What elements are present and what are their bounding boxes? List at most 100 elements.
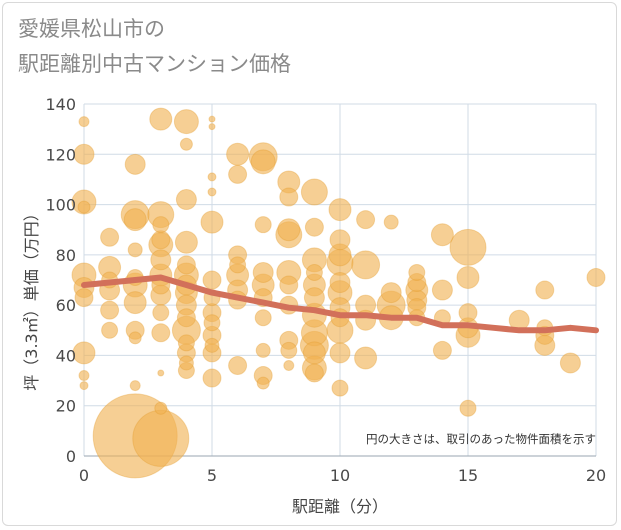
data-bubble [78, 116, 90, 128]
data-bubble [152, 304, 170, 322]
data-bubble [72, 341, 96, 365]
data-bubble [383, 214, 399, 230]
data-bubble [177, 334, 195, 352]
data-bubble [100, 300, 120, 320]
data-bubble [331, 379, 349, 397]
data-bubble [175, 189, 197, 211]
data-bubble [328, 198, 352, 222]
data-bubble [256, 376, 270, 390]
data-bubble [431, 279, 453, 301]
data-bubble [303, 287, 325, 309]
data-bubble [305, 263, 323, 281]
data-bubble [252, 261, 274, 283]
chart-title-line-1: 愛媛県松山市の [18, 17, 165, 41]
data-bubble [586, 267, 606, 287]
data-bubble [559, 352, 581, 374]
data-bubble [380, 282, 402, 304]
chart-title-line-2: 駅距離別中古マンション価格 [18, 52, 291, 76]
data-bubble [124, 153, 146, 175]
y-tick-label: 40 [56, 346, 76, 365]
bubble-series [71, 107, 606, 479]
y-tick-label: 0 [66, 447, 76, 466]
data-bubble [329, 229, 351, 251]
axis-ticks: 0 20 40 60 80 100 120 140 0 5 10 15 20 [45, 95, 606, 485]
y-tick-label: 60 [56, 296, 76, 315]
data-bubble [79, 381, 89, 391]
data-bubble [254, 216, 272, 234]
y-tick-label: 80 [56, 246, 76, 265]
trend-line [81, 274, 599, 334]
data-bubble [279, 275, 299, 295]
data-bubble [449, 228, 487, 266]
data-bubble [176, 308, 196, 328]
data-bubble [100, 227, 120, 247]
data-bubble [354, 346, 378, 370]
bubble-size-note: 円の大きさは、取引のあった物件面積を示す [366, 432, 596, 446]
x-axis-label: 駅距離（分） [292, 497, 388, 516]
data-bubble [280, 341, 298, 359]
data-bubble [356, 210, 376, 230]
data-bubble [228, 355, 248, 375]
data-bubble [458, 303, 478, 323]
data-bubble [154, 401, 168, 415]
data-bubble [351, 250, 381, 280]
data-bubble [456, 265, 480, 289]
data-bubble [78, 370, 90, 382]
data-bubble [176, 255, 196, 275]
data-bubble [408, 263, 426, 281]
data-bubble [200, 210, 224, 234]
x-tick-label: 10 [330, 466, 350, 485]
data-bubble [123, 208, 147, 232]
data-bubble [178, 355, 194, 371]
data-bubble [228, 164, 248, 184]
data-bubble [123, 291, 147, 315]
data-bubble [329, 342, 351, 364]
x-tick-label: 5 [207, 466, 217, 485]
data-bubble [279, 187, 299, 207]
x-tick-label: 0 [79, 466, 89, 485]
data-bubble [149, 107, 173, 131]
data-bubble [204, 337, 220, 353]
data-bubble [283, 359, 295, 371]
data-bubble [208, 123, 216, 131]
data-bubble [300, 178, 328, 206]
data-bubble [254, 309, 272, 327]
data-bubble [430, 223, 454, 247]
y-tick-label: 140 [45, 95, 76, 114]
data-bubble [207, 187, 217, 197]
data-bubble [173, 109, 199, 135]
data-bubble [150, 249, 172, 271]
data-bubble [129, 380, 141, 392]
y-tick-label: 20 [56, 397, 76, 416]
data-bubble [202, 368, 222, 388]
data-bubble [77, 200, 91, 214]
data-bubble [459, 399, 477, 417]
data-bubble [304, 363, 324, 383]
data-bubble [208, 115, 216, 123]
data-bubble [302, 341, 326, 365]
data-bubble [304, 217, 324, 237]
data-bubble [207, 172, 217, 182]
x-tick-label: 15 [458, 466, 478, 485]
data-bubble [101, 321, 119, 339]
data-bubble [152, 216, 170, 234]
data-bubble [329, 272, 351, 294]
data-bubble [535, 280, 555, 300]
data-bubble [277, 218, 301, 242]
data-bubble [432, 340, 452, 360]
y-axis-label: 坪（3.3㎡）単価（万円） [22, 205, 41, 390]
data-bubble [157, 369, 165, 377]
y-tick-label: 100 [45, 196, 76, 215]
data-bubble [202, 270, 222, 290]
data-bubble [250, 149, 276, 175]
chart-title: 愛媛県松山市の 駅距離別中古マンション価格 [18, 12, 438, 82]
data-bubble [255, 342, 271, 358]
data-bubble [128, 331, 142, 345]
data-bubble [179, 137, 193, 151]
x-tick-label: 20 [586, 466, 606, 485]
data-bubble [226, 142, 250, 166]
data-bubble [127, 242, 143, 258]
data-bubble [151, 323, 171, 343]
data-bubble [229, 256, 247, 274]
